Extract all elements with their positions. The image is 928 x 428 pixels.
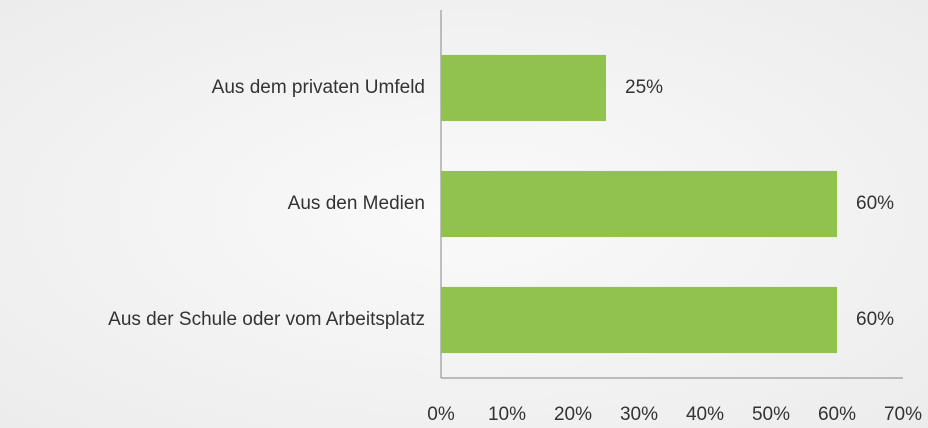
x-tick-label: 20% — [554, 404, 592, 425]
y-tick-label: Aus der Schule oder vom Arbeitsplatz — [108, 309, 425, 330]
x-tick-label: 70% — [884, 404, 922, 425]
x-tick-label: 30% — [620, 404, 658, 425]
data-label: 60% — [856, 193, 894, 214]
y-tick-label: Aus den Medien — [288, 193, 425, 214]
data-label: 60% — [856, 309, 894, 330]
x-tick-label: 0% — [427, 404, 455, 425]
bar — [441, 170, 837, 238]
x-tick-label: 40% — [686, 404, 724, 425]
x-tick-label: 10% — [488, 404, 526, 425]
bar — [441, 286, 837, 354]
data-label: 25% — [625, 77, 663, 98]
bar — [441, 54, 606, 122]
x-tick-label: 50% — [752, 404, 790, 425]
x-tick-label: 60% — [818, 404, 856, 425]
y-tick-label: Aus dem privaten Umfeld — [212, 77, 425, 98]
